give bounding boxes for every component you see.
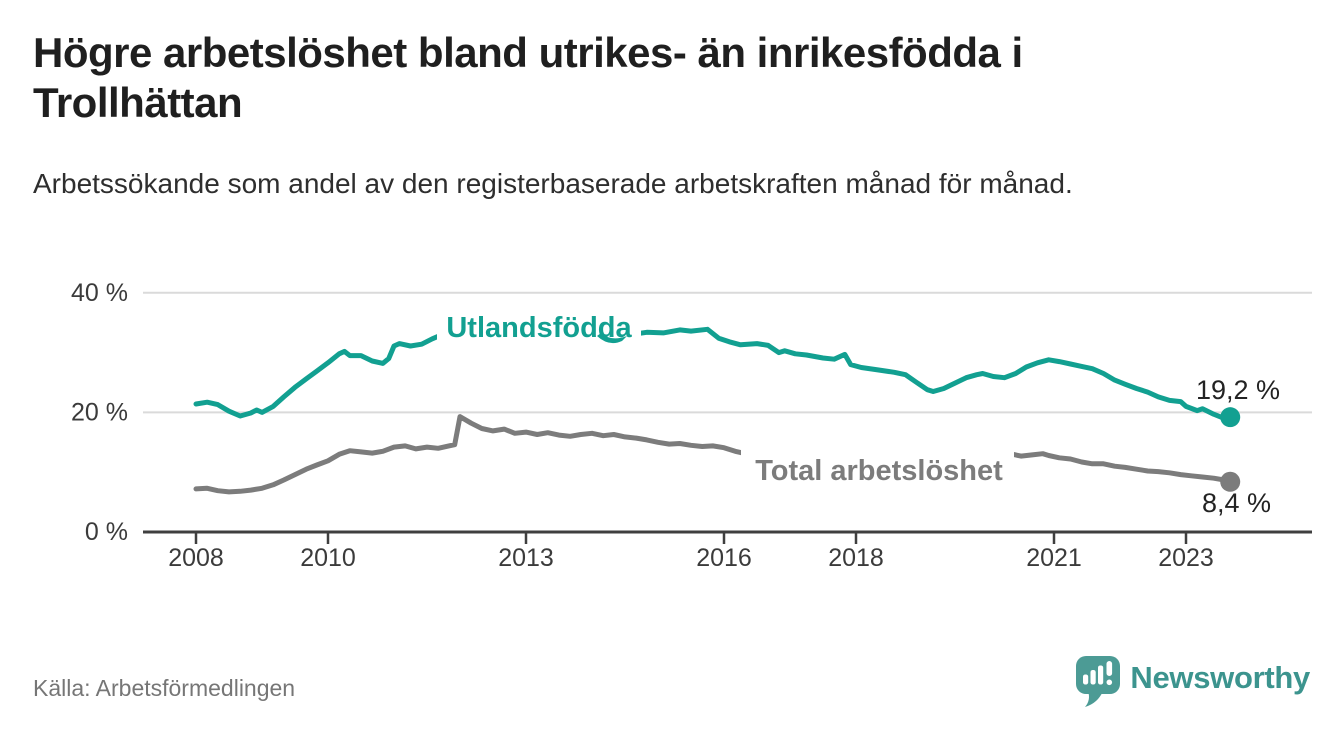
series-label-halo [741,444,1014,488]
unemployment-line-chart: 0 % 20 % 40 % 2008 2010 2013 2016 2018 2021 2023 U… [0,270,1340,610]
series-label-pointer [597,333,627,344]
x-axis-tick-label: 2016 [696,544,752,572]
x-axis-tick-label: 2010 [300,544,356,572]
series-label: Total arbetslöshet [755,455,1003,487]
series-end-dot [1220,471,1241,492]
x-axis-tick-label: 2018 [828,544,884,572]
x-axis-tick-label: 2013 [498,544,554,572]
series-line [193,326,1233,421]
y-axis-tick-label: 40 % [71,279,128,307]
x-axis-tick-label: 2008 [168,544,224,572]
chart-subtitle: Arbetssökande som andel av den registerb… [33,168,1073,199]
y-axis-tick-label: 20 % [71,398,128,426]
x-axis-tick-label: 2023 [1158,544,1214,572]
newsworthy-logo-text: Newsworthy [1130,660,1310,695]
y-axis-tick-label: 0 % [85,518,128,546]
series-line [193,414,1233,495]
source-note: Källa: Arbetsförmedlingen [33,675,296,701]
series-end-value-label: 8,4 % [1202,488,1271,518]
newsworthy-logo: Newsworthy [1075,654,1310,710]
series-end-dot [1220,407,1241,428]
x-axis-tick-label: 2021 [1026,544,1082,572]
series-end-value-label: 19,2 % [1196,375,1280,405]
newsworthy-logo-icon [1076,656,1121,707]
chart-svg: 0 %20 %40 %2008 2010 2013 2016 2018 2021 2023U… [71,279,1312,572]
page-title: Högre arbetslöshet bland utrikes- än inr… [33,29,1023,126]
